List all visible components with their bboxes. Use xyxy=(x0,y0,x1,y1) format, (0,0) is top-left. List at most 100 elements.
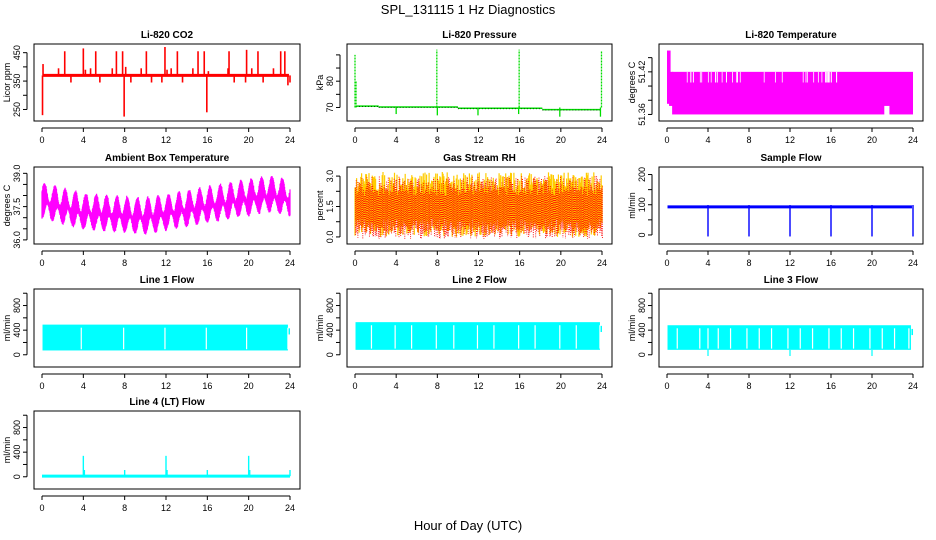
plot-area xyxy=(41,176,291,235)
y-axis-title: kPa xyxy=(315,75,325,91)
plot-area xyxy=(41,47,291,117)
x-tick-label: 8 xyxy=(435,381,440,391)
y-tick-label: 400 xyxy=(12,445,22,460)
panel-title: Line 2 Flow xyxy=(452,275,507,286)
y-tick-label: 36.0 xyxy=(12,231,22,249)
plot-area xyxy=(667,325,913,356)
plot-frame xyxy=(658,166,924,245)
x-tick-label: 20 xyxy=(244,135,254,145)
x-tick-label: 12 xyxy=(785,381,795,391)
x-tick-label: 4 xyxy=(394,258,399,268)
plot-frame xyxy=(658,43,924,122)
panel-li-820-pressure: Li-820 Pressure kPa 0 4 8 12 16 20 24 70 80 xyxy=(315,30,613,145)
panel-title: Ambient Box Temperature xyxy=(105,153,230,164)
x-tick-label: 8 xyxy=(746,258,751,268)
x-tick-label: 16 xyxy=(826,135,836,145)
x-tick-label: 20 xyxy=(244,381,254,391)
panel-sample-flow: Sample Flow ml/min 0 4 8 12 16 20 24 0 100 200 xyxy=(627,153,924,268)
y-tick-label: 400 xyxy=(12,323,22,338)
x-tick-label: 16 xyxy=(202,503,212,513)
x-tick-label: 12 xyxy=(785,258,795,268)
x-tick-label: 16 xyxy=(515,135,525,145)
y-tick-label: 350 xyxy=(12,74,22,89)
panel-title: Line 1 Flow xyxy=(140,275,195,286)
y-tick-label: 0 xyxy=(637,232,647,237)
x-tick-label: 16 xyxy=(202,135,212,145)
plot-frame xyxy=(346,288,613,368)
x-tick-label: 12 xyxy=(161,381,171,391)
x-tick-label: 4 xyxy=(81,135,86,145)
plot-area xyxy=(354,49,603,117)
y-tick-label: 0.0 xyxy=(325,231,335,244)
x-tick-label: 24 xyxy=(908,135,918,145)
x-tick-label: 16 xyxy=(202,381,212,391)
data-band xyxy=(667,325,911,350)
y-axis-title: ml/min xyxy=(627,192,637,219)
y-tick-label: 0 xyxy=(637,352,647,357)
y-tick-label: 800 xyxy=(12,298,22,313)
data-tail xyxy=(288,328,290,335)
y-axis-title: degrees C xyxy=(2,184,12,226)
panel-title: Li-820 CO2 xyxy=(141,30,194,41)
x-tick-label: 16 xyxy=(515,258,525,268)
x-tick-label: 24 xyxy=(908,258,918,268)
x-tick-label: 20 xyxy=(244,503,254,513)
data-startup xyxy=(669,71,674,106)
y-tick-label: 1.5 xyxy=(325,200,335,213)
x-tick-label: 12 xyxy=(785,135,795,145)
x-tick-label: 16 xyxy=(515,381,525,391)
x-tick-label: 0 xyxy=(39,381,44,391)
x-tick-label: 8 xyxy=(435,258,440,268)
x-tick-label: 0 xyxy=(39,135,44,145)
panel-ambient-box-temperature: Ambient Box Temperature degrees C 0 4 8 12 16 2… xyxy=(2,153,301,268)
x-tick-label: 12 xyxy=(473,381,483,391)
x-tick-label: 24 xyxy=(597,258,607,268)
data-tail xyxy=(911,328,913,336)
x-tick-label: 0 xyxy=(352,381,357,391)
x-tick-label: 8 xyxy=(435,135,440,145)
y-tick-label: 39.0 xyxy=(12,165,22,183)
x-tick-label: 24 xyxy=(285,258,295,268)
y-tick-label: 51.42 xyxy=(637,61,647,84)
plot-frame xyxy=(33,288,301,368)
panel-li-820-temperature: Li-820 Temperature degrees C 0 4 8 12 16 20 24 51… xyxy=(627,30,924,145)
series-line-secondary xyxy=(354,176,603,239)
x-tick-label: 4 xyxy=(705,381,710,391)
y-tick-label: 0 xyxy=(12,474,22,479)
y-axis-title: ml/min xyxy=(627,315,637,342)
x-tick-label: 12 xyxy=(161,503,171,513)
panel-line-3-flow: Line 3 Flow ml/min 0 4 8 12 16 20 24 0 400 800 xyxy=(627,275,924,391)
x-tick-label: 16 xyxy=(826,381,836,391)
x-tick-label: 4 xyxy=(705,135,710,145)
x-tick-label: 12 xyxy=(473,135,483,145)
x-tick-label: 0 xyxy=(352,135,357,145)
panel-title: Li-820 Pressure xyxy=(442,30,517,41)
x-tick-label: 24 xyxy=(597,135,607,145)
x-tick-label: 4 xyxy=(394,135,399,145)
plot-frame xyxy=(33,410,301,490)
plot-frame xyxy=(33,43,301,122)
x-tick-label: 4 xyxy=(81,381,86,391)
y-axis-title: ml/min xyxy=(2,315,12,342)
x-tick-label: 20 xyxy=(556,381,566,391)
data-band xyxy=(672,71,913,115)
panel-title: Sample Flow xyxy=(760,153,821,164)
plot-frame xyxy=(346,43,613,122)
x-tick-label: 20 xyxy=(244,258,254,268)
plot-frame xyxy=(658,288,924,368)
x-tick-label: 24 xyxy=(908,381,918,391)
x-tick-label: 8 xyxy=(746,381,751,391)
panel-line-4-lt-flow: Line 4 (LT) Flow ml/min 0 4 8 12 16 20 24 0 400 800 xyxy=(2,397,301,513)
x-tick-label: 20 xyxy=(867,135,877,145)
y-tick-label: 100 xyxy=(637,197,647,212)
y-tick-label: 400 xyxy=(637,323,647,338)
x-tick-label: 24 xyxy=(285,135,295,145)
panel-title: Li-820 Temperature xyxy=(745,30,837,41)
data-startup xyxy=(667,50,671,104)
series-line xyxy=(41,176,291,235)
plot-area xyxy=(667,50,913,118)
x-tick-label: 8 xyxy=(746,135,751,145)
y-tick-label: 450 xyxy=(12,45,22,60)
x-tick-label: 20 xyxy=(556,135,566,145)
